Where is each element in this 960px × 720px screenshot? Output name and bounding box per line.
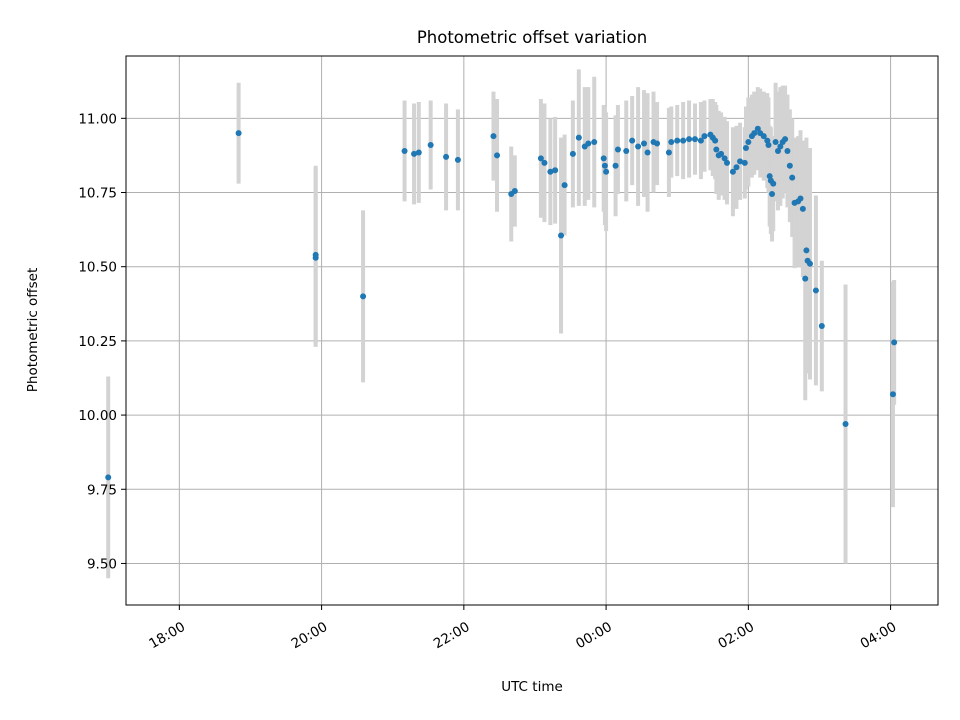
data-point: [443, 153, 450, 160]
data-point: [401, 147, 408, 154]
data-point: [737, 158, 744, 165]
data-point: [552, 167, 559, 174]
data-point: [806, 260, 813, 267]
data-point: [741, 159, 748, 166]
data-point: [537, 155, 544, 162]
x-axis-label: UTC time: [501, 679, 563, 695]
data-point: [569, 150, 576, 157]
data-point: [769, 190, 776, 197]
data-point: [802, 275, 809, 282]
y-tick-label: 11.00: [78, 111, 117, 127]
data-point: [686, 136, 693, 143]
data-point: [891, 339, 898, 346]
data-point: [701, 133, 708, 140]
data-point: [713, 146, 720, 153]
chart-title: Photometric offset variation: [417, 28, 647, 47]
data-point: [799, 205, 806, 212]
data-point: [721, 155, 728, 162]
data-point: [585, 140, 592, 147]
data-point: [547, 168, 554, 175]
data-point: [797, 195, 804, 202]
data-point: [751, 130, 758, 137]
data-point: [789, 174, 796, 181]
data-point: [812, 287, 819, 294]
y-tick-label: 9.75: [87, 482, 117, 498]
data-points: [105, 125, 898, 481]
data-point: [742, 144, 749, 151]
y-tick-label: 9.50: [87, 556, 117, 572]
data-point: [415, 149, 422, 156]
data-point: [770, 180, 777, 187]
y-axis-label: Photometric offset: [25, 268, 41, 392]
data-point: [411, 150, 418, 157]
data-point: [777, 143, 784, 150]
data-point: [712, 137, 719, 144]
data-point: [668, 139, 675, 146]
data-point: [754, 125, 761, 132]
y-tick-label: 10.50: [78, 260, 117, 276]
data-point: [765, 142, 772, 149]
data-point: [623, 147, 630, 154]
data-point: [803, 247, 810, 254]
y-axis-ticks: 9.50 9.75 10.00 10.25 10.50 10.75 11.00: [78, 111, 126, 572]
data-point: [494, 152, 501, 159]
data-point: [603, 168, 610, 175]
data-point: [612, 162, 619, 169]
data-point: [600, 155, 607, 162]
data-point: [665, 149, 672, 156]
data-point: [490, 133, 497, 140]
data-point: [575, 134, 582, 141]
data-point: [818, 323, 825, 330]
data-point: [454, 156, 461, 163]
data-point: [729, 168, 736, 175]
y-tick-label: 10.75: [78, 186, 117, 202]
data-point: [561, 182, 568, 189]
data-point: [784, 147, 791, 154]
y-tick-label: 10.25: [78, 334, 117, 350]
plot-frame: [125, 55, 939, 606]
data-point: [674, 137, 681, 144]
data-point: [614, 146, 621, 153]
data-point: [635, 143, 642, 150]
data-point: [591, 139, 598, 146]
data-point: [723, 159, 730, 166]
data-point: [641, 140, 648, 147]
data-point: [360, 293, 367, 300]
data-point: [745, 139, 752, 146]
data-point: [718, 150, 725, 157]
data-point: [601, 162, 608, 169]
data-point: [691, 136, 698, 143]
data-point: [774, 147, 781, 154]
data-point: [511, 188, 518, 195]
data-point: [541, 159, 548, 166]
data-point: [312, 251, 319, 258]
data-point: [889, 391, 896, 398]
data-point: [427, 142, 434, 149]
data-point: [733, 164, 740, 171]
data-point: [760, 133, 767, 140]
data-point: [786, 162, 793, 169]
data-point: [644, 149, 651, 156]
data-point: [654, 140, 661, 147]
data-point: [772, 139, 779, 146]
data-point: [680, 137, 687, 144]
data-point: [782, 136, 789, 143]
data-point: [235, 130, 242, 137]
data-point: [629, 137, 636, 144]
y-tick-label: 10.00: [78, 408, 117, 424]
data-point: [697, 137, 704, 144]
data-point: [105, 474, 112, 481]
data-point: [842, 420, 849, 427]
data-point: [558, 232, 565, 239]
